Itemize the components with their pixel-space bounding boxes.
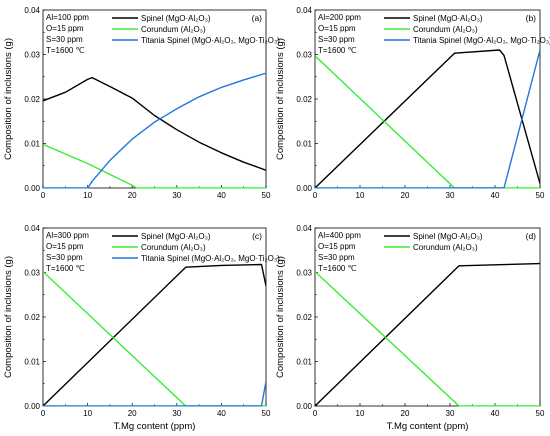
- panel-c: 0 10 20 30 40 50 0.00 0.01 0.02 0.03 0.04 Compositi…: [3, 224, 280, 432]
- legend-label: Spinel (MgO·Al₂O₃): [141, 232, 211, 241]
- x-tick-label: 0: [41, 191, 46, 200]
- legend-label: Titania Spinel (MgO·Al₂O₃, MgO·Ti₂O₃): [141, 254, 280, 263]
- x-tick-label: 0: [313, 191, 318, 200]
- condition-label: S=30 ppm: [46, 253, 83, 262]
- x-tick-label: 40: [217, 409, 226, 418]
- x-axis-label: T.Mg content (ppm): [114, 421, 196, 432]
- panel-label: (a): [252, 13, 263, 23]
- y-tick-label: 0.04: [24, 224, 40, 233]
- y-axis-label: Composition of inclusions (g): [275, 256, 286, 378]
- y-tick-label: 0.02: [24, 95, 40, 104]
- condition-label: T=1600 ℃: [318, 264, 357, 273]
- y-tick-label: 0.01: [24, 358, 40, 367]
- series-line-3: [315, 49, 540, 189]
- x-tick-label: 30: [172, 191, 181, 200]
- condition-label: S=30 ppm: [318, 35, 355, 44]
- condition-label: S=30 ppm: [318, 253, 355, 262]
- x-tick-label: 20: [128, 191, 137, 200]
- y-tick-label: 0.01: [296, 358, 312, 367]
- y-tick-label: 0.01: [296, 140, 312, 149]
- condition-label: O=15 ppm: [46, 24, 84, 33]
- condition-label: Al=100 ppm: [46, 13, 89, 22]
- x-tick-label: 50: [536, 191, 545, 200]
- legend-label: Titania Spinel (MgO·Al₂O₃, MgO·Ti₂O₃): [413, 36, 550, 45]
- condition-label: T=1600 ℃: [46, 46, 85, 55]
- x-tick-label: 20: [401, 191, 410, 200]
- series-line-2: [43, 143, 266, 189]
- series-line-3: [43, 381, 266, 407]
- y-tick-label: 0.01: [24, 140, 40, 149]
- series-line-1: [315, 49, 540, 189]
- legend-label: Spinel (MgO·Al₂O₃): [413, 14, 483, 23]
- y-tick-label: 0.03: [24, 51, 40, 60]
- legend-label: Corundum (Al₂O₃): [141, 243, 206, 252]
- x-tick-label: 40: [491, 409, 500, 418]
- condition-label: O=15 ppm: [318, 242, 356, 251]
- panel-d: 0 10 20 30 40 50 0.00 0.01 0.02 0.03 0.04 Compositi…: [275, 224, 545, 432]
- condition-label: O=15 ppm: [318, 24, 356, 33]
- x-tick-label: 10: [83, 191, 92, 200]
- panel-label: (d): [526, 231, 537, 241]
- x-tick-label: 10: [356, 409, 365, 418]
- panel-label: (b): [526, 13, 537, 23]
- series-line-1: [43, 76, 266, 171]
- y-tick-label: 0.04: [296, 6, 312, 15]
- panel-a: 0 10 20 30 40 50 0.00 0.01 0.02 0.03 0.04 Compositi…: [3, 6, 280, 200]
- x-tick-label: 40: [217, 191, 226, 200]
- x-tick-label: 50: [262, 409, 271, 418]
- y-axis-label: Composition of inclusions (g): [275, 38, 286, 160]
- series-line-1: [315, 262, 540, 407]
- x-tick-label: 10: [83, 409, 92, 418]
- series-line-2: [315, 55, 540, 189]
- condition-label: T=1600 ℃: [318, 46, 357, 55]
- x-axis-label: T.Mg content (ppm): [387, 421, 469, 432]
- legend-label: Corundum (Al₂O₃): [413, 243, 478, 252]
- condition-label: Al=300 ppm: [46, 231, 89, 240]
- x-tick-label: 20: [401, 409, 410, 418]
- legend-label: Spinel (MgO·Al₂O₃): [413, 232, 483, 241]
- x-tick-label: 10: [356, 191, 365, 200]
- y-tick-label: 0.00: [296, 184, 312, 193]
- panel-b: 0 10 20 30 40 50 0.00 0.01 0.02 0.03 0.04 Compositi…: [275, 6, 550, 200]
- x-tick-label: 0: [313, 409, 318, 418]
- y-tick-label: 0.03: [24, 269, 40, 278]
- series-line-3: [43, 72, 266, 189]
- x-tick-label: 20: [128, 409, 137, 418]
- panel-label: (c): [252, 231, 262, 241]
- condition-label: T=1600 ℃: [46, 264, 85, 273]
- condition-label: Al=400 ppm: [318, 231, 361, 240]
- series-line-2: [43, 271, 266, 407]
- condition-label: Al=200 ppm: [318, 13, 361, 22]
- legend-label: Titania Spinel (MgO·Al₂O₃, MgO·Ti₂O₃): [141, 36, 280, 45]
- legend-label: Spinel (MgO·Al₂O₃): [141, 14, 211, 23]
- y-tick-label: 0.02: [296, 313, 312, 322]
- x-tick-label: 50: [262, 191, 271, 200]
- x-tick-label: 50: [536, 409, 545, 418]
- legend-label: Corundum (Al₂O₃): [413, 25, 478, 34]
- x-tick-label: 0: [41, 409, 46, 418]
- y-tick-label: 0.00: [24, 402, 40, 411]
- y-tick-label: 0.04: [24, 6, 40, 15]
- condition-label: O=15 ppm: [46, 242, 84, 251]
- x-tick-label: 30: [446, 191, 455, 200]
- x-tick-label: 40: [491, 191, 500, 200]
- series-line-2: [315, 271, 540, 407]
- y-tick-label: 0.02: [24, 313, 40, 322]
- x-tick-label: 30: [172, 409, 181, 418]
- series-line-1: [43, 263, 266, 407]
- y-axis-label: Composition of inclusions (g): [3, 38, 14, 160]
- y-tick-label: 0.00: [24, 184, 40, 193]
- y-tick-label: 0.03: [296, 51, 312, 60]
- y-tick-label: 0.04: [296, 224, 312, 233]
- y-tick-label: 0.00: [296, 402, 312, 411]
- condition-label: S=30 ppm: [46, 35, 83, 44]
- y-tick-label: 0.03: [296, 269, 312, 278]
- x-tick-label: 30: [446, 409, 455, 418]
- y-axis-label: Composition of inclusions (g): [3, 256, 14, 378]
- legend-label: Corundum (Al₂O₃): [141, 25, 206, 34]
- y-tick-label: 0.02: [296, 95, 312, 104]
